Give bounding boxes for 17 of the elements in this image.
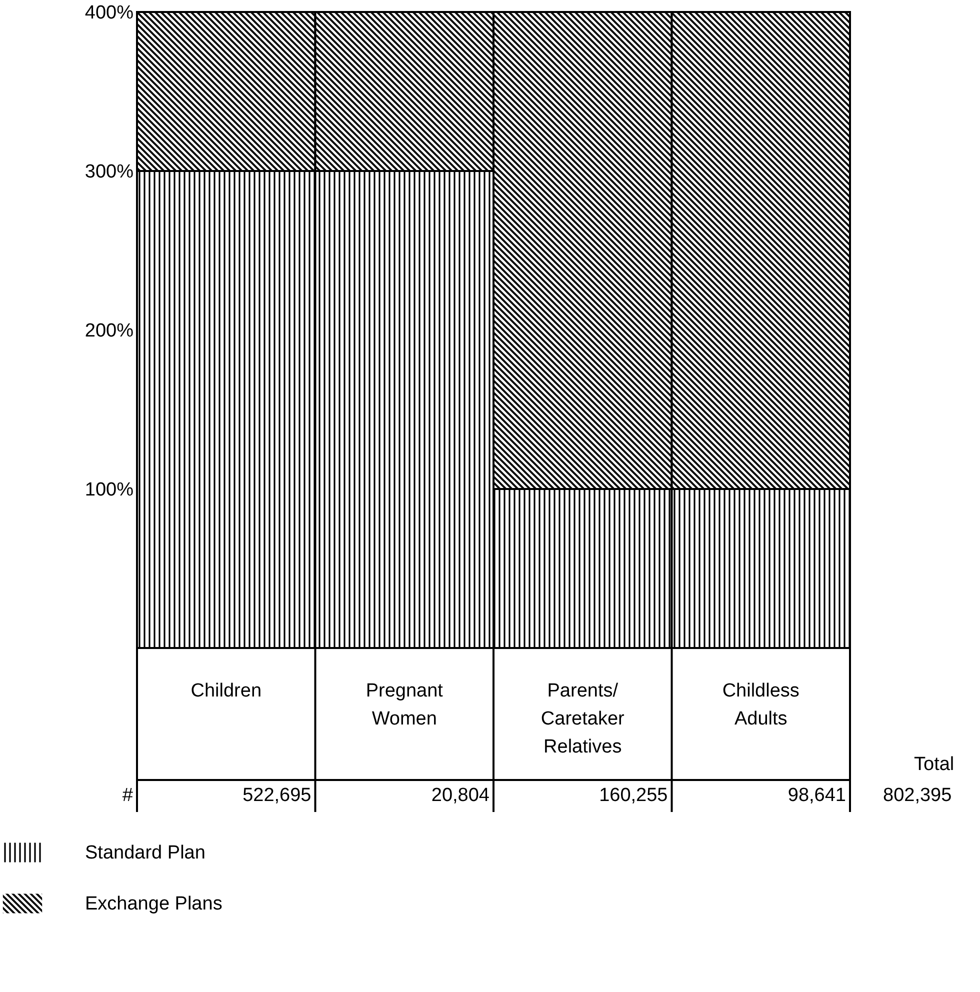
x-tick-label: Pregnant Women xyxy=(366,680,444,730)
y-tick-label: 400% xyxy=(84,2,134,24)
legend-label: Standard Plan xyxy=(85,842,206,864)
text: 522,695 xyxy=(242,785,312,807)
y-tick-label: 300% xyxy=(84,162,134,182)
x-tick-label: Childless Adults xyxy=(722,680,800,730)
legend-label: Exchange Plans xyxy=(85,894,222,914)
text: Total xyxy=(914,754,954,776)
x-tick-label: Children xyxy=(190,680,262,702)
text: 20,804 xyxy=(431,785,490,807)
x-tick-label: Parents/ Caretaker Relatives xyxy=(540,680,626,758)
y-tick-label: 200% xyxy=(84,320,134,342)
y-tick-label: 100% xyxy=(84,480,134,500)
text: 802,395 xyxy=(883,785,952,807)
text: # xyxy=(122,785,133,807)
text: 160,255 xyxy=(599,785,668,807)
text: 98,641 xyxy=(788,785,846,807)
